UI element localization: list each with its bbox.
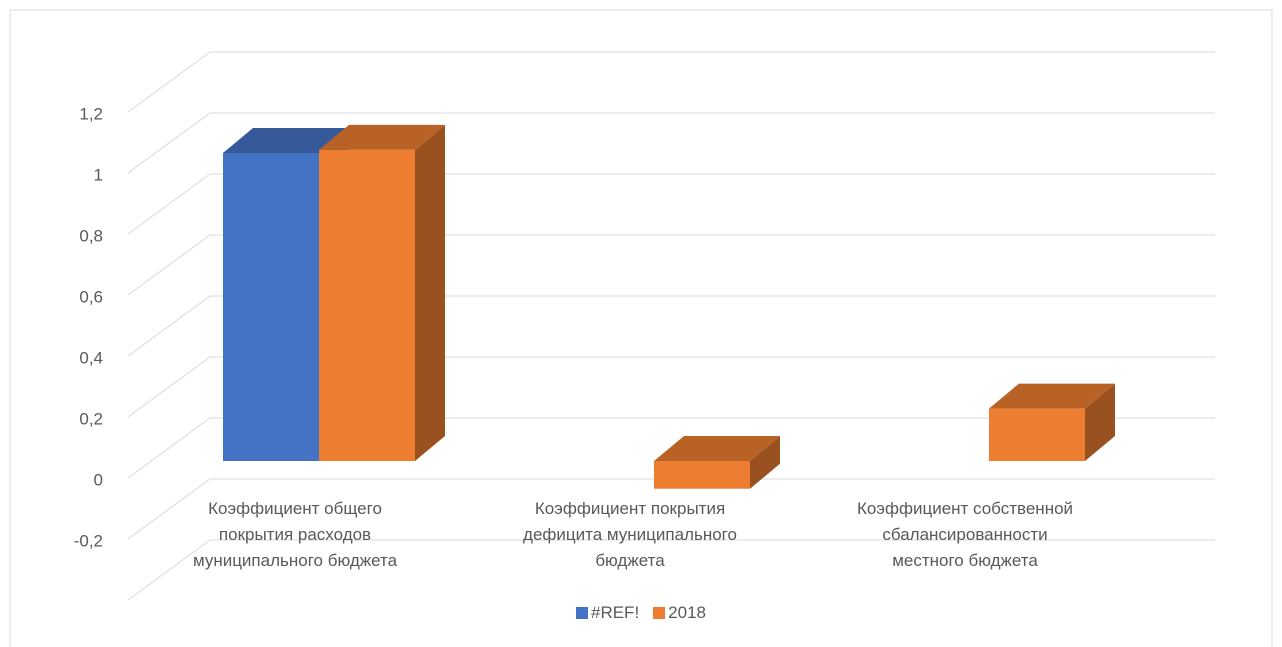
bar-top [223,128,349,153]
grid-line-side [127,173,211,235]
bar [319,149,415,462]
legend: #REF! 2018 [0,603,1282,623]
x-tick-label: Коэффициент общего покрытия расходов мун… [192,499,398,570]
legend-item: 2018 [653,603,706,623]
grid-line-side [127,51,211,113]
bar-side [750,436,780,489]
bar [989,408,1085,461]
y-tick-label: 0,6 [79,287,103,306]
legend-swatch [653,607,666,619]
legend-swatch [575,607,588,619]
legend-label: #REF! [590,603,640,622]
y-tick-label: 1,2 [79,104,103,123]
grid-line-side [127,112,211,174]
bar-side [415,124,445,462]
x-tick-label: Коэффициент собственной сбалансированнос… [856,499,1074,570]
bar-side [1085,383,1115,461]
y-tick-label: 0,4 [79,348,103,367]
y-tick-label: 0,8 [79,226,103,245]
bar-top [319,124,445,150]
grid-line-side [127,478,211,540]
bar [654,461,750,489]
grid-line-side [127,295,211,357]
grid-line-side [127,234,211,296]
bar [223,153,319,461]
chart-border [9,9,1273,647]
bar-top [654,436,780,461]
bar-top [989,383,1115,409]
y-tick-label: 0,2 [79,409,103,428]
y-tick-label: -0,2 [74,531,103,550]
y-tick-label: 1 [94,165,103,184]
grid-line-side [127,417,211,479]
grid-line-side [127,539,211,601]
y-tick-label: 0 [94,470,103,489]
legend-item: #REF! [575,603,640,623]
x-tick-label: Коэффициент покрытия дефицита муниципаль… [523,499,737,570]
legend-label: 2018 [668,603,706,622]
grid-line-side [127,356,211,418]
